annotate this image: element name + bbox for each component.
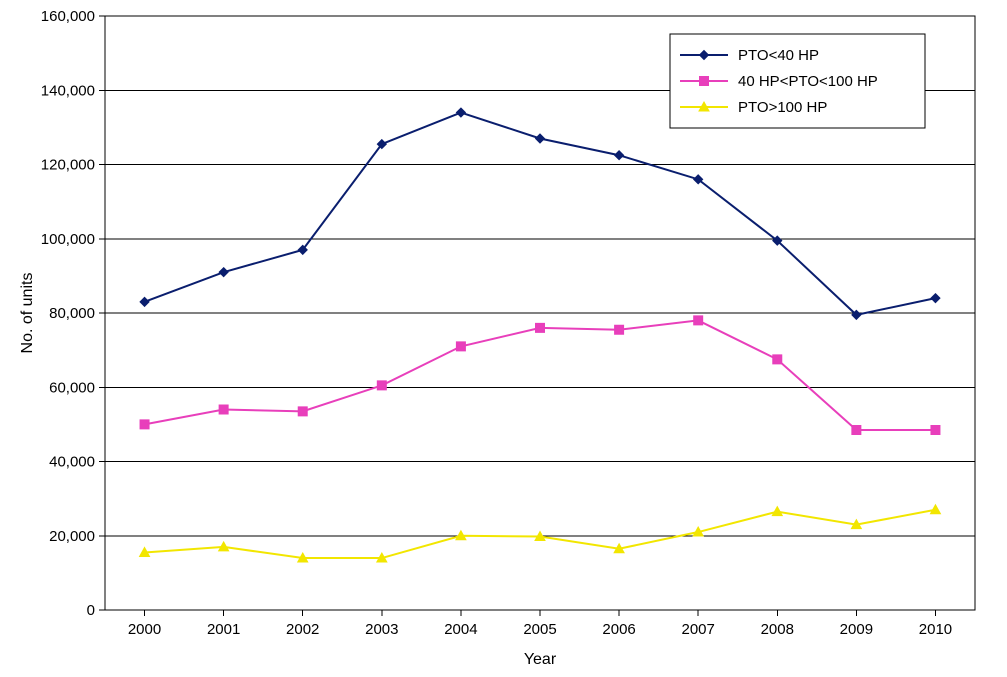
- x-tick-label: 2008: [761, 621, 794, 638]
- x-tick-label: 2003: [365, 621, 398, 638]
- legend-swatch-marker: [700, 77, 709, 86]
- series-marker-s2: [615, 325, 624, 334]
- chart-svg: 0 20,000 40,000 60,000 80,000 100,000 120,000 1…: [0, 0, 1007, 677]
- x-tick-label: 2002: [286, 621, 319, 638]
- x-tick-label: 2005: [523, 621, 556, 638]
- y-tick-label: 100,000: [41, 231, 95, 248]
- line-chart: 0 20,000 40,000 60,000 80,000 100,000 120,000 1…: [0, 0, 1007, 677]
- series-marker-s2: [931, 425, 940, 434]
- series-marker-s2: [140, 420, 149, 429]
- series-marker-s2: [773, 355, 782, 364]
- legend-label: 40 HP<PTO<100 HP: [738, 73, 878, 90]
- series-marker-s2: [456, 342, 465, 351]
- y-tick-label: 160,000: [41, 8, 95, 25]
- series-marker-s2: [852, 425, 861, 434]
- x-axis-label: Year: [524, 651, 557, 668]
- series-marker-s2: [536, 323, 545, 332]
- x-tick-label: 2000: [128, 621, 161, 638]
- x-tick-label: 2001: [207, 621, 240, 638]
- x-tick-label: 2009: [840, 621, 873, 638]
- y-tick-label: 60,000: [49, 379, 95, 396]
- x-tick-label: 2006: [602, 621, 635, 638]
- x-tick-label: 2010: [919, 621, 952, 638]
- legend-label: PTO<40 HP: [738, 47, 819, 64]
- series-marker-s2: [377, 381, 386, 390]
- y-tick-label: 140,000: [41, 82, 95, 99]
- y-tick-label: 40,000: [49, 454, 95, 471]
- legend-label: PTO>100 HP: [738, 99, 827, 116]
- x-tick-label: 2004: [444, 621, 477, 638]
- y-tick-label: 80,000: [49, 305, 95, 322]
- series-marker-s2: [298, 407, 307, 416]
- y-tick-label: 120,000: [41, 157, 95, 174]
- x-tick-label: 2007: [681, 621, 714, 638]
- series-marker-s2: [694, 316, 703, 325]
- y-tick-label: 20,000: [49, 528, 95, 545]
- y-axis-label: No. of units: [19, 273, 36, 354]
- series-marker-s2: [219, 405, 228, 414]
- y-tick-label: 0: [87, 602, 95, 619]
